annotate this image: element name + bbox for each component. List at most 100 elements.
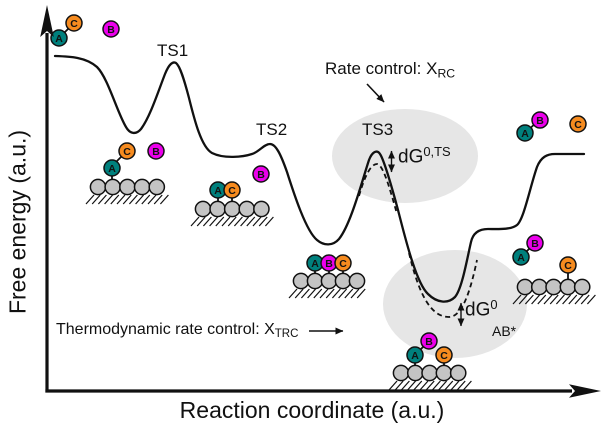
hatch-line <box>462 380 472 391</box>
dg-ts-annotation: dG0,TS <box>398 144 451 168</box>
hatch-line <box>356 288 366 299</box>
thermo-control-subscript: TRC <box>274 328 299 341</box>
free-energy-curve <box>53 54 586 303</box>
surface-atom <box>133 178 151 196</box>
hatch-line <box>331 288 341 299</box>
species-A-circle <box>406 346 424 364</box>
species-A-letter: A <box>311 258 319 270</box>
surface-atom <box>253 200 270 218</box>
hatch-line <box>319 288 329 299</box>
hatch-line <box>350 288 360 299</box>
species-A-circle <box>516 124 534 142</box>
surface-atom <box>238 200 256 218</box>
surface-atom <box>334 272 352 290</box>
hatch-line <box>307 288 317 299</box>
species-C-letter: C <box>574 119 582 131</box>
hatch-line <box>344 288 354 299</box>
species-A-circle <box>512 248 530 266</box>
dg-ts-text: dG <box>398 146 424 168</box>
hatch-line <box>413 380 423 391</box>
hatch-line <box>147 194 157 205</box>
species-B-letter: B <box>107 24 115 36</box>
hatch-line <box>568 294 578 305</box>
thermo-control-text: Thermodynamic rate control: X <box>56 321 275 338</box>
surface-atom <box>530 278 548 296</box>
hatch-line <box>258 216 268 227</box>
hatch-line <box>128 194 138 205</box>
hatch-line <box>227 216 237 227</box>
ts3-label: TS3 <box>362 120 394 139</box>
thermo-control-highlight-ellipse <box>383 250 527 358</box>
hatch-line <box>294 288 304 299</box>
surface-atom <box>306 272 324 290</box>
hatch-line <box>196 216 206 227</box>
hatch-line <box>562 294 572 305</box>
dg-ts-superscript: 0,TS <box>423 144 451 159</box>
hatch-line <box>537 294 547 305</box>
hatch-line <box>543 294 553 305</box>
surface-atom <box>516 278 534 296</box>
species-B-circle <box>102 20 120 38</box>
species-A-letter: A <box>214 185 222 197</box>
rate-control-text: Rate control: X <box>325 59 438 78</box>
surface-atom <box>406 364 424 382</box>
surface-atom <box>545 278 562 296</box>
hatch-line <box>215 216 225 227</box>
dg-ab-superscript: 0 <box>490 297 498 312</box>
dashed-curve-ab-minimum <box>408 252 478 318</box>
hatch-line <box>555 294 565 305</box>
dg-ab-text: dG <box>465 299 491 321</box>
species-B-letter: B <box>152 146 160 158</box>
y-axis-arrowhead <box>40 5 54 37</box>
surface-atom <box>573 278 591 296</box>
species-C-circle <box>118 142 136 160</box>
species-A-letter: A <box>521 128 529 140</box>
hatch-line <box>221 216 231 227</box>
species-C-circle <box>334 254 352 272</box>
cluster-A-C-coadsorbed-B-gas: A C B <box>190 165 274 227</box>
hatch-line <box>122 194 132 205</box>
hatch-line <box>110 194 120 205</box>
hatch-line <box>141 194 151 205</box>
species-B-circle <box>420 332 438 350</box>
ts2-label: TS2 <box>256 120 288 139</box>
hatch-line <box>400 380 410 391</box>
hatch-line <box>209 216 219 227</box>
species-B-letter: B <box>531 238 539 250</box>
rate-control-pointer-arrow <box>366 83 385 103</box>
cluster-AB-gas-C-adsorbed: C <box>512 256 596 305</box>
species-C-letter: C <box>564 260 572 272</box>
hatch-line <box>444 380 454 391</box>
hatch-line <box>85 194 95 205</box>
cluster-AB-intermediate-C-adsorbed: ABC <box>388 332 472 391</box>
species-C-circle <box>223 181 241 199</box>
surface-atom <box>104 178 122 196</box>
thermo-control-annotation: Thermodynamic rate control: XTRC <box>56 322 298 341</box>
species-B-letter: B <box>536 115 544 127</box>
surface-atom <box>392 364 410 382</box>
hatch-line <box>233 216 243 227</box>
hatch-line <box>531 294 541 305</box>
species-B-letter: B <box>325 258 333 270</box>
species-C-circle <box>65 14 83 32</box>
rate-control-highlight-ellipse <box>332 109 478 203</box>
hatch-line <box>288 288 298 299</box>
gas-phase-molecules: AC BAB CAB <box>50 14 587 266</box>
surface-atom <box>348 272 366 290</box>
species-B-circle <box>252 165 270 183</box>
hatch-line <box>419 380 429 391</box>
y-axis-label: Free energy (a.u.) <box>4 129 31 315</box>
ab-star-annotation: AB* <box>492 323 517 339</box>
hatch-line <box>450 380 460 391</box>
species-C-circle <box>435 346 453 364</box>
hatch-line <box>524 294 534 305</box>
hatch-line <box>240 216 250 227</box>
hatch-line <box>580 294 590 305</box>
surface-atom <box>209 200 226 218</box>
hatch-line <box>394 380 404 391</box>
hatch-line <box>116 194 126 205</box>
species-B-circle <box>526 234 544 252</box>
